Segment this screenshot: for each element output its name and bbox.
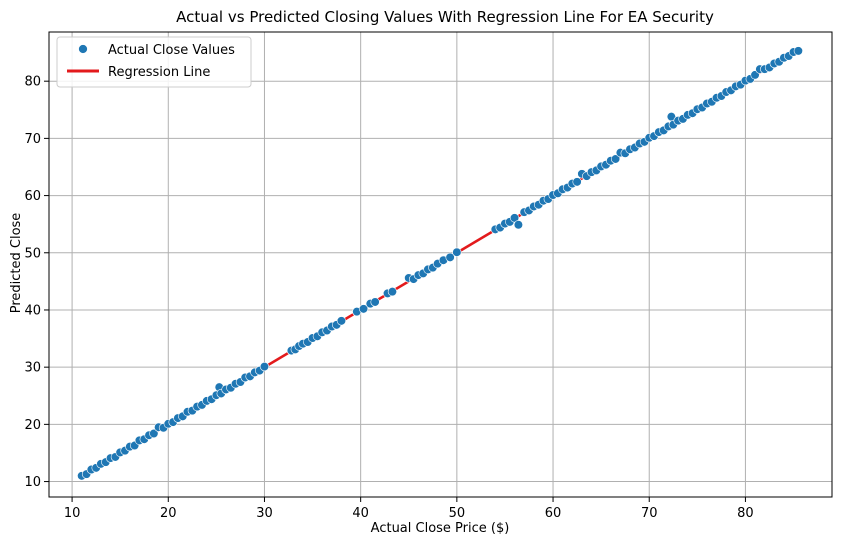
y-tick-label: 70 <box>24 132 41 147</box>
data-point <box>610 154 621 164</box>
scatter-points <box>77 46 803 481</box>
data-point <box>572 177 582 187</box>
plot-frame <box>48 31 833 498</box>
y-tick-label: 60 <box>24 189 41 204</box>
data-point <box>387 287 398 297</box>
x-axis-ticks: 10 20 30 40 50 60 70 80 <box>64 497 754 521</box>
x-tick-label: 50 <box>449 506 466 521</box>
x-axis-label: Actual Close Price ($) <box>371 521 510 536</box>
data-point <box>336 316 347 326</box>
legend-box <box>56 36 252 88</box>
data-point <box>793 46 803 56</box>
data-point <box>452 247 462 257</box>
data-point <box>358 304 369 314</box>
data-point <box>513 220 524 230</box>
data-point <box>370 297 380 307</box>
legend-label-regression: Regression Line <box>108 65 210 80</box>
x-tick-label: 20 <box>160 506 177 521</box>
data-point <box>149 428 159 439</box>
x-tick-label: 80 <box>737 506 754 521</box>
x-tick-label: 40 <box>352 506 369 521</box>
y-tick-label: 50 <box>24 246 41 261</box>
y-tick-label: 20 <box>24 418 41 433</box>
x-tick-label: 30 <box>256 506 273 521</box>
legend: Actual Close Values Regression Line <box>56 36 252 88</box>
y-axis-label: Predicted Close <box>9 213 24 314</box>
x-tick-label: 70 <box>641 506 658 521</box>
chart-title: Actual vs Predicted Closing Values With … <box>176 8 714 26</box>
x-tick-label: 60 <box>545 506 562 521</box>
data-point <box>509 213 520 223</box>
y-axis-ticks: 10 20 30 40 50 60 70 80 <box>24 75 49 490</box>
y-tick-label: 30 <box>24 361 41 376</box>
data-point <box>445 252 455 262</box>
y-tick-label: 80 <box>24 75 41 90</box>
grid <box>49 32 832 497</box>
legend-marker-actual <box>78 44 88 54</box>
data-point <box>259 361 270 372</box>
x-tick-label: 10 <box>64 506 81 521</box>
legend-label-actual: Actual Close Values <box>108 43 235 58</box>
y-tick-label: 40 <box>24 303 41 318</box>
y-tick-label: 10 <box>24 475 41 490</box>
